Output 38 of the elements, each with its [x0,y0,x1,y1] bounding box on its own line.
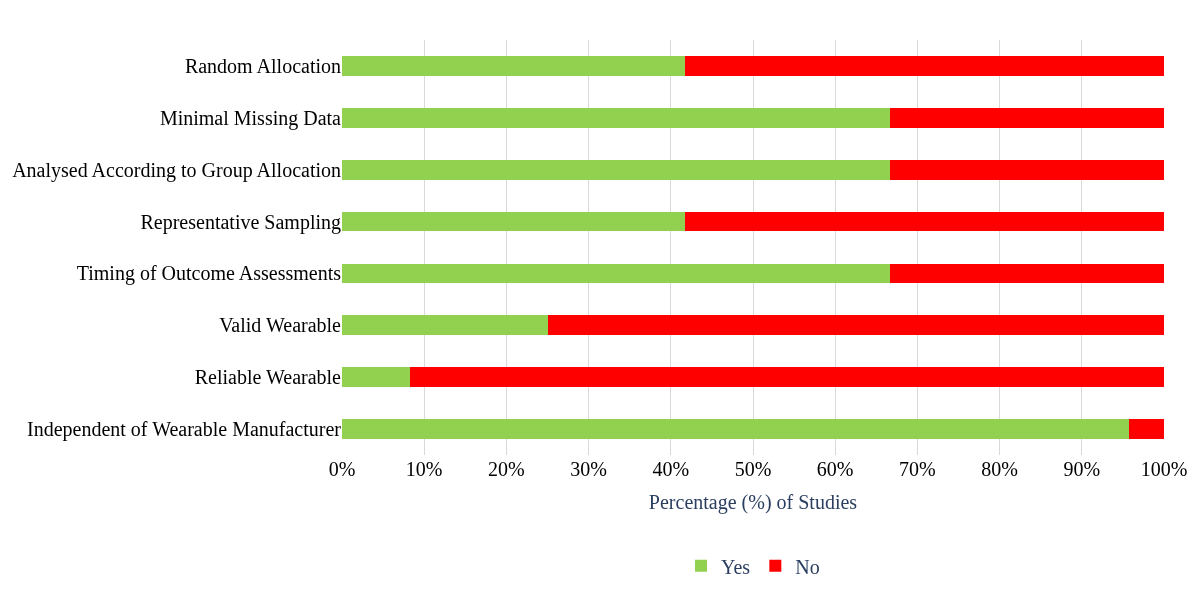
x-tick-label: 20% [488,458,525,480]
x-tick-label: 40% [652,458,690,480]
legend-label: No [795,555,820,578]
bar [684,211,1164,232]
y-tick-label: Analysed According to Group Allocation [12,158,341,182]
y-tick-label: Valid Wearable [219,314,342,337]
bar [890,159,1164,180]
x-tick-label: 90% [1063,458,1101,480]
y-tick-label: Random Allocation [184,54,341,77]
x-tick-label: 80% [981,458,1018,480]
x-tick-label: 30% [570,458,607,480]
x-tick-label: 70% [899,458,936,480]
bar [684,56,1164,76]
legend-label: Yes [721,555,751,578]
x-tick-label: 0% [328,458,356,480]
bar [890,107,1164,128]
y-tick-label: Timing of Outcome Assessments [76,262,342,286]
bar [342,419,1130,439]
bar [1129,419,1164,439]
y-tick-label: Minimal Missing Data [159,106,342,130]
bar [342,211,685,232]
y-tick-label: Reliable Wearable [194,366,342,389]
x-axis-title: Percentage (%) of Studies [648,490,858,514]
y-tick-label: Representative Sampling [140,210,341,234]
x-tick-label: 60% [816,458,854,480]
bar [342,107,891,128]
y-tick-label: Independent of Wearable Manufacturer [27,418,342,442]
bar [342,159,891,180]
bar [342,315,548,336]
x-tick-label: 10% [405,458,443,480]
bar [410,367,1164,388]
bar [890,263,1164,284]
bar [342,367,411,388]
x-tick-label: 50% [734,458,772,480]
bar [342,263,891,284]
bar [547,315,1164,336]
x-tick-label: 100% [1140,458,1188,480]
bar [342,56,685,76]
